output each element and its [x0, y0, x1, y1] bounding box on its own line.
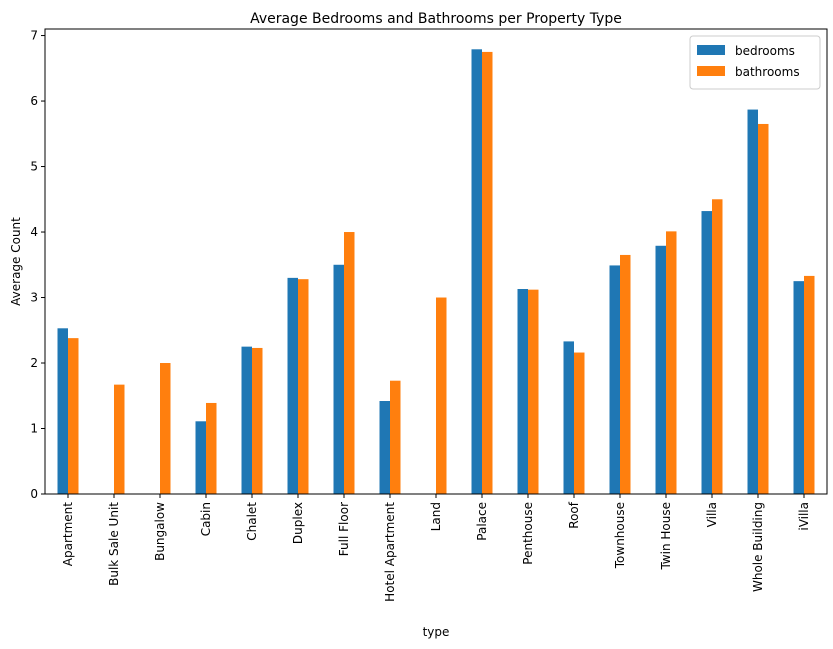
- bar-bathrooms-roof: [574, 352, 585, 494]
- y-axis: 0 1 2 3 4 5 6 7: [30, 29, 45, 501]
- x-tick-label: Hotel Apartment: [383, 502, 397, 602]
- bar-bathrooms-land: [436, 297, 447, 494]
- bar-bedrooms-ivilla: [793, 281, 804, 494]
- y-tick-label: 6: [30, 94, 38, 108]
- x-tick-label: Chalet: [245, 502, 259, 541]
- y-tick-label: 5: [30, 160, 38, 174]
- x-tick-label: Townhouse: [613, 502, 627, 569]
- x-tick-label: Penthouse: [521, 502, 535, 565]
- x-tick-label: Apartment: [61, 502, 75, 566]
- bar-bedrooms-duplex: [287, 277, 298, 494]
- bar-bathrooms-whole-building: [758, 123, 769, 495]
- bar-bathrooms-palace: [482, 51, 493, 495]
- legend: bedrooms bathrooms: [689, 35, 821, 90]
- x-tick-label: Land: [429, 502, 443, 531]
- x-tick-label: Full Floor: [337, 502, 351, 556]
- y-tick-label: 2: [30, 356, 38, 370]
- y-tick-label: 3: [30, 291, 38, 305]
- x-tick-label: iVilla: [797, 502, 811, 531]
- bar-bathrooms-apartment: [68, 338, 79, 494]
- bar-bathrooms-cabin: [206, 402, 217, 494]
- bar-bathrooms-bungalow: [160, 363, 171, 494]
- bar-bathrooms-villa: [712, 199, 723, 494]
- y-tick-label: 1: [30, 422, 38, 436]
- legend-label-bedrooms: bedrooms: [735, 44, 795, 58]
- bar-bathrooms-duplex: [298, 279, 309, 494]
- bar-bathrooms-full-floor: [344, 232, 355, 494]
- x-tick-label: Whole Building: [751, 502, 765, 592]
- bar-bedrooms-whole-building: [747, 109, 758, 494]
- y-tick-label: 0: [30, 487, 38, 501]
- chart-title: Average Bedrooms and Bathrooms per Prope…: [250, 11, 622, 27]
- x-axis-label: type: [423, 625, 450, 639]
- x-tick-label: Twin House: [659, 502, 673, 571]
- bar-bedrooms-townhouse: [609, 265, 620, 494]
- bars-layer: [57, 49, 815, 495]
- legend-swatch-bathrooms: [697, 66, 725, 76]
- x-tick-label: Cabin: [199, 502, 213, 536]
- x-tick-label: Bungalow: [153, 502, 167, 561]
- bar-bedrooms-chalet: [241, 346, 252, 494]
- y-tick-label: 7: [30, 29, 38, 43]
- plot-frame: [44, 28, 828, 495]
- bar-bathrooms-hotel-apartment: [390, 380, 401, 494]
- bar-bedrooms-cabin: [195, 421, 206, 494]
- legend-label-bathrooms: bathrooms: [735, 65, 800, 79]
- x-tick-label: Villa: [705, 502, 719, 527]
- x-tick-label: Bulk Sale Unit: [107, 502, 121, 586]
- bar-bedrooms-hotel-apartment: [379, 401, 390, 494]
- bar-bedrooms-roof: [563, 341, 574, 494]
- x-tick-label: Duplex: [291, 502, 305, 544]
- bar-bedrooms-full-floor: [333, 264, 344, 494]
- bar-bathrooms-penthouse: [528, 289, 539, 494]
- y-tick-label: 4: [30, 225, 38, 239]
- bar-bedrooms-twin-house: [655, 245, 666, 494]
- bar-bathrooms-twin-house: [666, 231, 677, 494]
- x-tick-label: Palace: [475, 502, 489, 541]
- legend-swatch-bedrooms: [697, 45, 725, 55]
- y-axis-label: Average Count: [9, 217, 23, 306]
- bar-bedrooms-palace: [471, 49, 482, 495]
- bar-bathrooms-ivilla: [804, 275, 815, 494]
- bar-bathrooms-bulk-sale-unit: [114, 384, 125, 494]
- x-tick-label: Roof: [567, 501, 581, 528]
- bar-bathrooms-townhouse: [620, 254, 631, 494]
- bar-bedrooms-apartment: [57, 328, 68, 494]
- bar-bedrooms-villa: [701, 211, 712, 494]
- x-axis: Apartment Bulk Sale Unit Bungalow Cabin Chal…: [61, 494, 811, 602]
- bar-bedrooms-penthouse: [517, 289, 528, 494]
- bar-bathrooms-chalet: [252, 347, 263, 494]
